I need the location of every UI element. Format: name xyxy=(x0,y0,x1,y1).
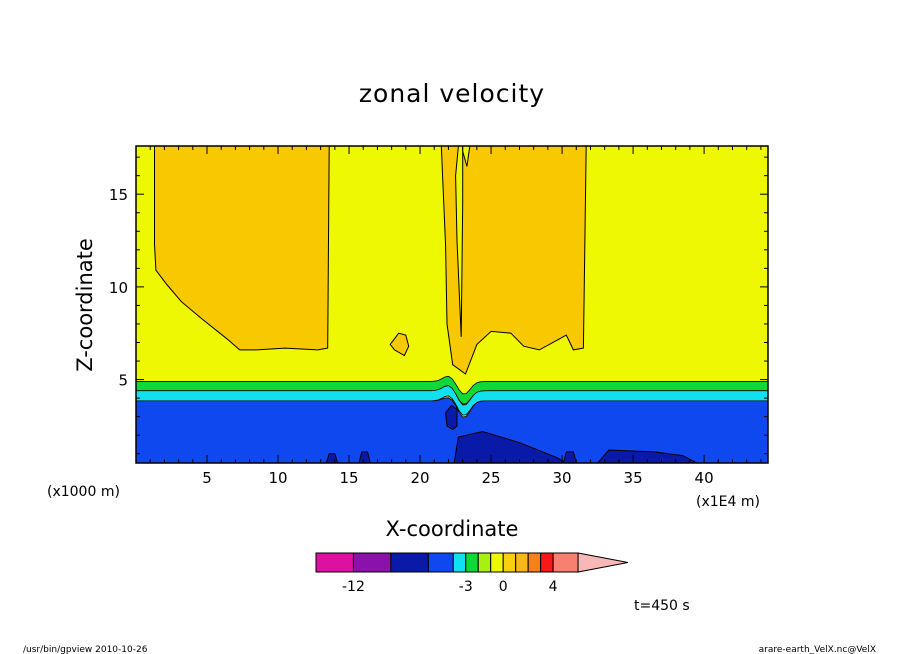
x-tick-label: 30 xyxy=(553,469,572,487)
contour-darkblue-1 xyxy=(445,404,458,431)
x-tick-label: 10 xyxy=(268,469,287,487)
x-tick-label: 35 xyxy=(624,469,643,487)
colorbar-segment xyxy=(552,552,579,573)
colorbar-segment xyxy=(352,552,392,573)
contour-yellow-spike xyxy=(455,146,464,337)
contour-fill-group xyxy=(136,146,768,463)
x-tick-label: 40 xyxy=(695,469,714,487)
plot-axes: 5 10 15 20 25 30 35 40 5 10 15 xyxy=(109,145,769,487)
colorbar-tick-label: 4 xyxy=(549,579,558,595)
time-label: t=450 s xyxy=(634,598,690,614)
colorbar-segment xyxy=(465,552,479,573)
contour-orange-left xyxy=(154,146,330,351)
contour-darkblue-4 xyxy=(358,451,371,463)
colorbar-segment xyxy=(477,552,492,573)
x-unit-right: (x1E4 m) xyxy=(696,494,760,510)
colorbar-tick-label: 0 xyxy=(499,579,508,595)
colorbar-segment xyxy=(490,552,504,573)
x-tick-label: 15 xyxy=(339,469,358,487)
x-tick-label: 5 xyxy=(202,469,212,487)
x-tick-label: 20 xyxy=(410,469,429,487)
y-tick-label: 5 xyxy=(118,372,128,390)
y-axis-label: Z-coordinate xyxy=(73,238,97,372)
contour-darkblue-2 xyxy=(453,430,568,463)
colorbar-segment xyxy=(540,552,554,573)
colorbar-tick-label: -12 xyxy=(342,579,365,595)
colorbar-triangle xyxy=(577,552,629,573)
y-tick-label: 15 xyxy=(109,186,128,204)
contour-orange-right xyxy=(440,146,587,375)
colorbar: -12 -3 0 4 xyxy=(315,552,629,595)
colorbar-segment xyxy=(390,552,429,573)
colorbar-segment xyxy=(515,552,529,573)
chart-title: zonal velocity xyxy=(359,79,545,108)
x-axis-label: X-coordinate xyxy=(386,517,519,541)
x-tick-label: 25 xyxy=(482,469,501,487)
colorbar-segment xyxy=(452,552,467,573)
colorbar-segment xyxy=(502,552,517,573)
colorbar-segment xyxy=(427,552,454,573)
x-unit-left: (x1000 m) xyxy=(47,484,120,500)
colorbar-segment xyxy=(527,552,542,573)
footer-left: /usr/bin/gpview 2010-10-26 xyxy=(23,645,148,654)
contour-blue-region xyxy=(136,397,768,463)
contour-orange-blob xyxy=(389,332,410,357)
plot-area xyxy=(136,146,768,463)
contour-darkblue-5 xyxy=(562,451,577,463)
colorbar-segment xyxy=(315,552,354,573)
colorbar-tick-label: -3 xyxy=(459,579,473,595)
contour-darkblue-6 xyxy=(596,449,698,463)
footer-right: arare-earth_VelX.nc@VelX xyxy=(759,645,876,654)
plot-frame xyxy=(135,145,769,464)
y-tick-label: 10 xyxy=(109,279,128,297)
